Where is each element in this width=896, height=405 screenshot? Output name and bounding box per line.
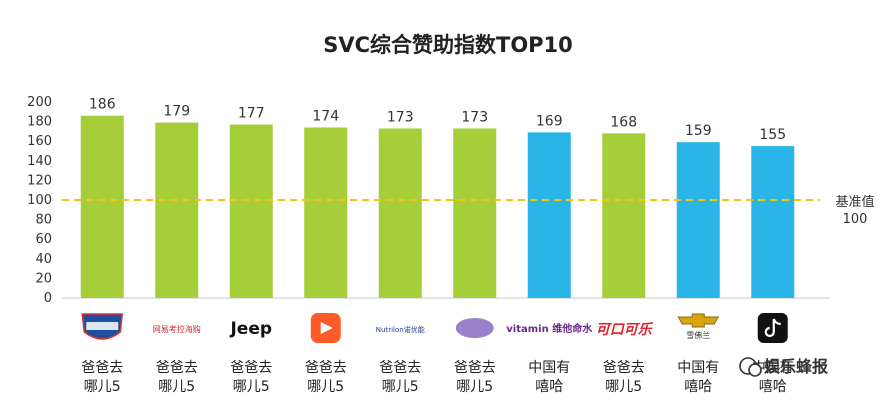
bar (527, 132, 571, 298)
chart-title: SVC综合赞助指数TOP10 (323, 33, 573, 57)
baseline-label: 基准值 100 (835, 194, 874, 227)
category-label: 哪儿5 (605, 379, 642, 395)
y-tick-label: 40 (35, 252, 52, 267)
y-tick-label: 60 (35, 232, 52, 247)
bar (751, 146, 795, 298)
bar-value-label: 159 (685, 123, 712, 139)
category-label: 爸爸去 (230, 360, 272, 376)
bar-value-label: 177 (238, 106, 265, 122)
category-label: 哪儿5 (84, 379, 121, 395)
category-label: 哪儿5 (233, 379, 270, 395)
category-label: 爸爸去 (454, 360, 496, 376)
bar (155, 122, 199, 298)
bar-value-label: 155 (759, 127, 786, 143)
y-tick-label: 180 (27, 115, 52, 130)
baseline-label-line1: 基准值 (835, 194, 874, 210)
bar-value-label: 168 (610, 114, 637, 130)
y-tick-label: 20 (35, 271, 52, 286)
svg-text:雪佛兰: 雪佛兰 (686, 330, 710, 340)
y-axis: 0 20 40 60 80 100 120 140 160 180 200 (27, 95, 52, 306)
bar (80, 115, 124, 298)
coca-cola-logo: 可口可乐 (596, 322, 654, 338)
jeep-logo: Jeep (229, 319, 272, 339)
y-tick-label: 200 (27, 95, 52, 110)
y-tick-label: 0 (44, 291, 52, 306)
category-label: 爸爸去 (81, 360, 123, 376)
bar (602, 133, 646, 298)
y-tick-label: 160 (27, 134, 52, 149)
wechat-icon-bubble (748, 363, 762, 377)
chevrolet-logo: 雪佛兰 (677, 313, 720, 340)
bar (304, 127, 348, 298)
category-label: 爸爸去 (603, 360, 645, 376)
category-label: 哪儿5 (382, 379, 419, 395)
category-label: 爸爸去 (379, 360, 421, 376)
vitamin-water-logo: vitamin 维他命水 (506, 322, 593, 335)
brand-logos: 网易考拉海购 Jeep Nutrilon诺优能 vitamin 维他命水 可口可乐雪佛兰 (81, 313, 788, 343)
bar-value-label: 179 (163, 104, 190, 120)
y-tick-label: 80 (35, 213, 52, 228)
bar-value-label: 186 (89, 97, 116, 113)
wangyi-kaola-logo: 网易考拉海购 (153, 324, 201, 334)
bar-value-label: 173 (387, 109, 414, 125)
bar-value-label: 169 (536, 113, 563, 129)
bars: 186 179 177 174 173 173 169 168 159 155 (80, 97, 795, 298)
watermark-text: 娱乐蜂报 (764, 357, 828, 376)
watermark: 娱乐蜂报 (739, 357, 828, 377)
category-label: 爸爸去 (305, 360, 347, 376)
nutrilon-logo: Nutrilon诺优能 (376, 325, 425, 334)
category-label: 爸爸去 (156, 360, 198, 376)
y-tick-label: 140 (27, 154, 52, 169)
bar (676, 142, 720, 298)
svg-text:可口可乐: 可口可乐 (596, 322, 654, 338)
apple-milk-logo (455, 318, 494, 338)
y-tick-label: 100 (27, 193, 52, 208)
bar-value-label: 173 (461, 109, 488, 125)
category-label: 嘻哈 (684, 379, 712, 395)
y-tick-label: 120 (27, 173, 52, 188)
tiktok-logo (757, 313, 788, 343)
category-label: 中国有 (528, 360, 570, 376)
category-label: 哪儿5 (158, 379, 195, 395)
bar (378, 128, 422, 298)
bar (453, 128, 497, 298)
baseline-label-line2: 100 (843, 212, 868, 227)
svg-text:网易考拉海购: 网易考拉海购 (153, 324, 201, 334)
safeguard-logo (81, 313, 124, 340)
category-label: 嘻哈 (535, 379, 563, 395)
category-label: 中国有 (752, 360, 794, 376)
svg-text:Nutrilon诺优能: Nutrilon诺优能 (376, 325, 425, 334)
bar (229, 124, 273, 298)
category-label: 嘻哈 (759, 379, 787, 395)
category-label: 哪儿5 (307, 379, 344, 395)
category-label: 中国有 (677, 360, 719, 376)
category-label: 哪儿5 (456, 379, 493, 395)
bar-value-label: 174 (312, 108, 339, 124)
svg-text:Jeep: Jeep (229, 319, 272, 339)
svg-text:vitamin 维他命水: vitamin 维他命水 (506, 322, 593, 335)
video-app-logo (310, 313, 341, 343)
